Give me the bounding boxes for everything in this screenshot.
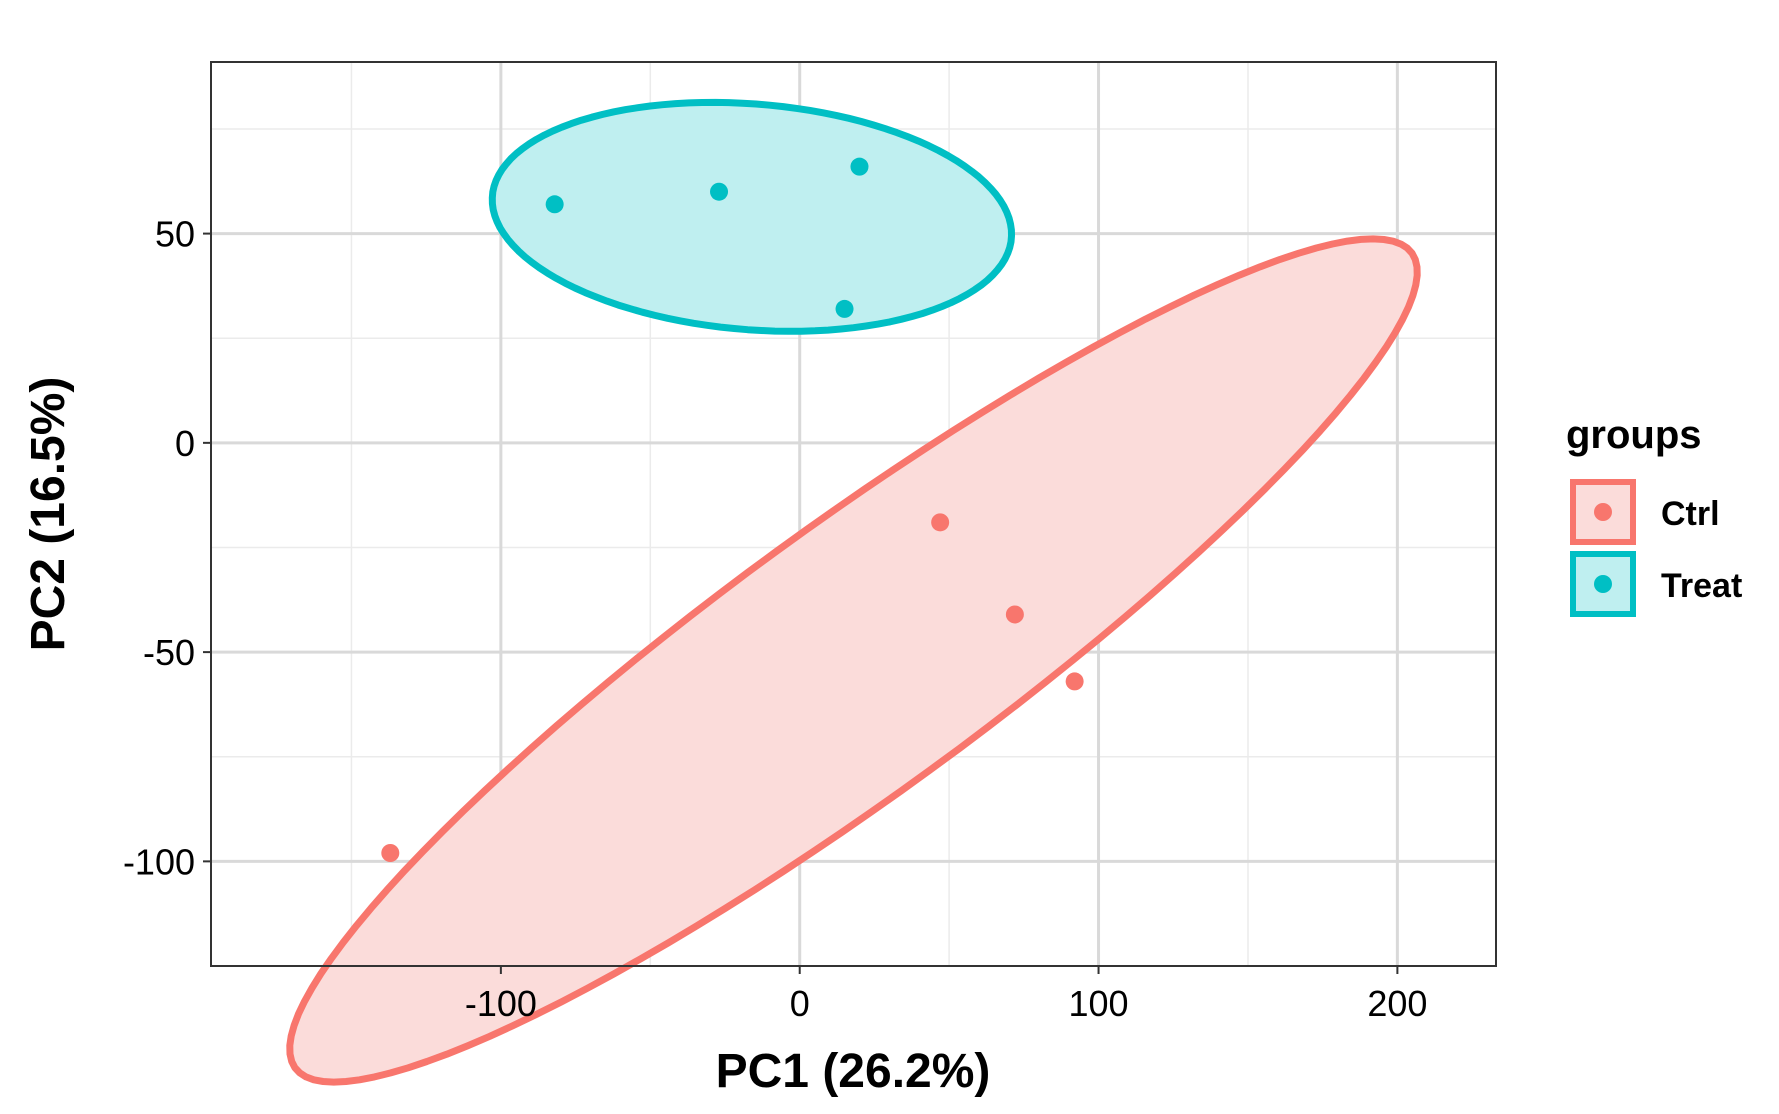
x-tick-label: 0 [790, 983, 810, 1024]
ellipse-treat [488, 98, 1015, 335]
legend-key-point-treat [1594, 575, 1612, 593]
y-tick-label: -100 [123, 841, 195, 882]
point-treat [835, 299, 854, 318]
data-points [381, 157, 1084, 862]
legend-label-treat: Treat [1661, 567, 1742, 605]
legend: groups Ctrl Treat [1566, 413, 1742, 617]
legend-label-ctrl: Ctrl [1661, 495, 1720, 533]
y-tick-label: -50 [143, 632, 195, 673]
point-ctrl [1005, 605, 1024, 624]
y-axis-title: PC2 (16.5%) [22, 377, 75, 652]
ellipse-ctrl [286, 235, 1421, 1086]
confidence-ellipses [286, 98, 1421, 1086]
y-tick-label: 50 [155, 214, 195, 255]
x-tick-label: 200 [1367, 983, 1427, 1024]
point-ctrl [1065, 672, 1084, 691]
axis-ticks [203, 232, 1399, 974]
point-treat [710, 182, 729, 201]
point-treat [545, 195, 564, 214]
y-tick-label: 0 [175, 423, 195, 464]
point-ctrl [931, 513, 950, 532]
legend-title: groups [1566, 413, 1702, 457]
x-tick-label: 100 [1069, 983, 1129, 1024]
axis-tick-labels: -100 0 100 200 -100 -50 0 50 [123, 214, 1427, 1024]
x-tick-label: -100 [465, 983, 537, 1024]
x-axis-title: PC1 (26.2%) [716, 1045, 991, 1098]
legend-key-point-ctrl [1594, 503, 1612, 521]
point-treat [850, 157, 869, 176]
point-ctrl [381, 844, 400, 862]
plot-panel-border [210, 61, 1497, 967]
